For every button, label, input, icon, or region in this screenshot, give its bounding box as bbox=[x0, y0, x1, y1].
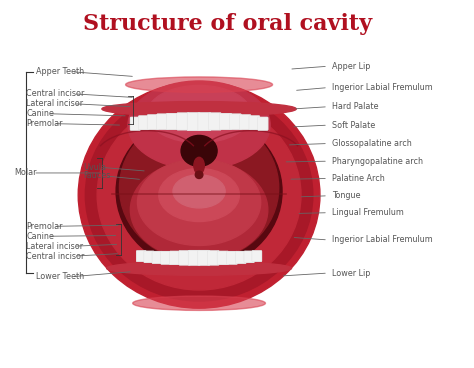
Text: Lower Lip: Lower Lip bbox=[332, 269, 370, 277]
Text: Structure of oral cavity: Structure of oral cavity bbox=[83, 13, 372, 35]
Ellipse shape bbox=[97, 100, 301, 290]
Ellipse shape bbox=[181, 135, 217, 166]
FancyBboxPatch shape bbox=[144, 251, 154, 263]
FancyBboxPatch shape bbox=[179, 251, 191, 265]
FancyBboxPatch shape bbox=[177, 113, 190, 130]
Text: Palatine Arch: Palatine Arch bbox=[332, 174, 384, 183]
FancyBboxPatch shape bbox=[258, 117, 268, 130]
Ellipse shape bbox=[133, 296, 265, 311]
FancyBboxPatch shape bbox=[147, 115, 158, 130]
FancyBboxPatch shape bbox=[156, 114, 168, 130]
FancyBboxPatch shape bbox=[177, 113, 190, 130]
Ellipse shape bbox=[126, 77, 273, 92]
FancyBboxPatch shape bbox=[161, 251, 172, 264]
Ellipse shape bbox=[173, 175, 225, 208]
FancyBboxPatch shape bbox=[170, 251, 181, 265]
Ellipse shape bbox=[137, 159, 261, 245]
FancyBboxPatch shape bbox=[209, 113, 221, 130]
FancyBboxPatch shape bbox=[188, 250, 201, 265]
FancyBboxPatch shape bbox=[198, 113, 211, 131]
FancyBboxPatch shape bbox=[138, 116, 149, 130]
Ellipse shape bbox=[130, 160, 268, 259]
FancyBboxPatch shape bbox=[258, 117, 268, 130]
FancyBboxPatch shape bbox=[236, 251, 246, 263]
Text: Premolar: Premolar bbox=[26, 119, 63, 128]
FancyBboxPatch shape bbox=[230, 114, 242, 130]
FancyBboxPatch shape bbox=[170, 251, 181, 265]
FancyBboxPatch shape bbox=[187, 113, 200, 131]
FancyBboxPatch shape bbox=[249, 116, 260, 130]
FancyBboxPatch shape bbox=[138, 116, 149, 130]
FancyBboxPatch shape bbox=[130, 117, 140, 130]
FancyBboxPatch shape bbox=[236, 251, 246, 263]
FancyBboxPatch shape bbox=[252, 251, 262, 262]
Text: Canine: Canine bbox=[26, 232, 54, 241]
FancyBboxPatch shape bbox=[188, 250, 201, 265]
FancyBboxPatch shape bbox=[240, 115, 251, 130]
Text: Apper Teeth: Apper Teeth bbox=[36, 67, 84, 76]
Text: Soft Palate: Soft Palate bbox=[332, 121, 375, 130]
FancyBboxPatch shape bbox=[208, 251, 219, 265]
Text: Lingual Fremulum: Lingual Fremulum bbox=[332, 208, 404, 217]
Text: Lateral incisor: Lateral incisor bbox=[26, 242, 83, 251]
Ellipse shape bbox=[194, 158, 204, 174]
FancyBboxPatch shape bbox=[130, 117, 140, 130]
Ellipse shape bbox=[128, 81, 270, 169]
FancyBboxPatch shape bbox=[219, 113, 232, 130]
FancyBboxPatch shape bbox=[137, 251, 146, 262]
Text: Premolar: Premolar bbox=[26, 222, 63, 231]
FancyBboxPatch shape bbox=[217, 251, 228, 265]
Text: Canine: Canine bbox=[26, 109, 54, 118]
FancyBboxPatch shape bbox=[156, 114, 168, 130]
Text: Tongue: Tongue bbox=[332, 191, 360, 200]
FancyBboxPatch shape bbox=[230, 114, 242, 130]
Text: Fauces: Fauces bbox=[83, 171, 110, 180]
Ellipse shape bbox=[102, 102, 296, 116]
Text: Lower Teeth: Lower Teeth bbox=[36, 272, 84, 281]
FancyBboxPatch shape bbox=[144, 251, 154, 263]
FancyBboxPatch shape bbox=[244, 251, 254, 263]
Text: Uvula: Uvula bbox=[83, 163, 106, 172]
FancyBboxPatch shape bbox=[147, 115, 158, 130]
FancyBboxPatch shape bbox=[198, 113, 211, 131]
FancyBboxPatch shape bbox=[249, 116, 260, 130]
FancyBboxPatch shape bbox=[209, 113, 221, 130]
FancyBboxPatch shape bbox=[152, 251, 163, 263]
Text: Ingerior Labial Fremulum: Ingerior Labial Fremulum bbox=[332, 83, 433, 92]
Ellipse shape bbox=[107, 261, 292, 275]
Ellipse shape bbox=[159, 169, 239, 222]
FancyBboxPatch shape bbox=[179, 251, 191, 265]
FancyBboxPatch shape bbox=[219, 113, 232, 130]
FancyBboxPatch shape bbox=[137, 251, 146, 262]
Ellipse shape bbox=[147, 85, 251, 143]
Ellipse shape bbox=[119, 114, 279, 261]
Text: Apper Lip: Apper Lip bbox=[332, 62, 370, 71]
FancyBboxPatch shape bbox=[217, 251, 228, 265]
Text: Molar: Molar bbox=[14, 169, 36, 177]
Ellipse shape bbox=[195, 171, 203, 178]
FancyBboxPatch shape bbox=[240, 115, 251, 130]
FancyBboxPatch shape bbox=[208, 251, 219, 265]
Text: Ingerior Labial Fremulum: Ingerior Labial Fremulum bbox=[332, 236, 433, 244]
FancyBboxPatch shape bbox=[166, 113, 179, 130]
Text: Pharyngopalatine arch: Pharyngopalatine arch bbox=[332, 157, 423, 166]
FancyBboxPatch shape bbox=[166, 113, 179, 130]
FancyBboxPatch shape bbox=[227, 251, 237, 264]
FancyBboxPatch shape bbox=[198, 250, 210, 265]
Text: Central incisor: Central incisor bbox=[26, 89, 84, 98]
Text: Central incisor: Central incisor bbox=[26, 252, 84, 261]
FancyBboxPatch shape bbox=[227, 251, 237, 264]
FancyBboxPatch shape bbox=[198, 250, 210, 265]
FancyBboxPatch shape bbox=[187, 113, 200, 131]
FancyBboxPatch shape bbox=[161, 251, 172, 264]
Ellipse shape bbox=[78, 82, 320, 308]
FancyBboxPatch shape bbox=[252, 251, 262, 262]
Text: Glossopalatine arch: Glossopalatine arch bbox=[332, 139, 411, 148]
Text: Hard Palate: Hard Palate bbox=[332, 102, 378, 111]
FancyBboxPatch shape bbox=[244, 251, 254, 263]
Text: Lateral incisor: Lateral incisor bbox=[26, 99, 83, 108]
Ellipse shape bbox=[116, 114, 282, 269]
FancyBboxPatch shape bbox=[152, 251, 163, 263]
Ellipse shape bbox=[85, 89, 313, 301]
